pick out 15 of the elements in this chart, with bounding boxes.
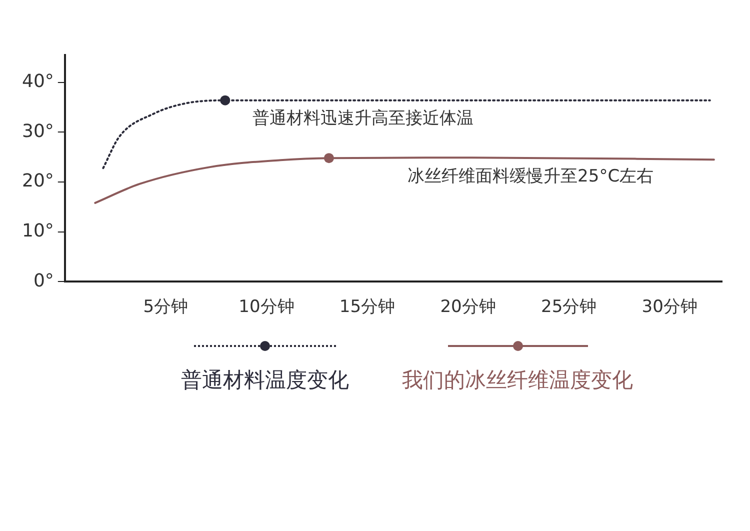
annotation: 普通材料迅速升高至接近体温 [252,108,474,129]
x-tick-label: 15分钟 [339,297,396,318]
x-tick-label: 25分钟 [540,297,597,318]
y-tick-label: 30° [22,120,54,142]
legend-label: 普通材料温度变化 [180,367,350,394]
x-tick-label: 30分钟 [642,297,698,318]
x-tick-label: 10分钟 [238,297,294,318]
x-tick-label: 20分钟 [440,297,496,318]
legend-label: 我们的冰丝纤维温度变化 [401,367,634,394]
y-tick-label: 40° [22,71,54,92]
y-tick-label: 10° [22,220,54,242]
x-tick-label: 5分钟 [143,297,188,318]
annotation: 冰丝纤维面料缓慢升至25°C左右 [408,166,654,187]
y-tick-label: 0° [33,270,54,292]
y-tick-label: 20° [22,170,54,192]
